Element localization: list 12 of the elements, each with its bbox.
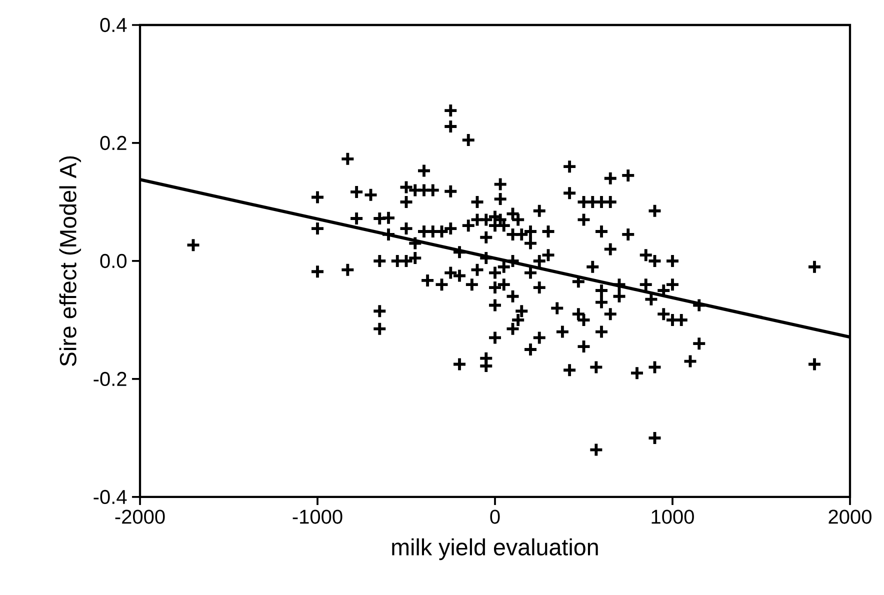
y-tick-label: -0.4 <box>94 490 127 504</box>
y-axis-title: Sire effect (Model A) <box>59 156 82 366</box>
x-tick-label: -1000 <box>292 510 342 524</box>
x-tick-label: 2000 <box>828 510 872 524</box>
y-tick-label: 0.2 <box>100 136 126 150</box>
x-tick-label: 0 <box>490 510 500 524</box>
y-tick-label: 0.0 <box>100 254 127 268</box>
x-tick-label: -2000 <box>115 510 165 524</box>
x-axis-title: milk yield evaluation <box>392 538 598 560</box>
x-tick-label: 1000 <box>652 510 694 524</box>
y-tick-label: -0.2 <box>94 372 126 386</box>
y-tick-label: 0.4 <box>100 18 127 32</box>
